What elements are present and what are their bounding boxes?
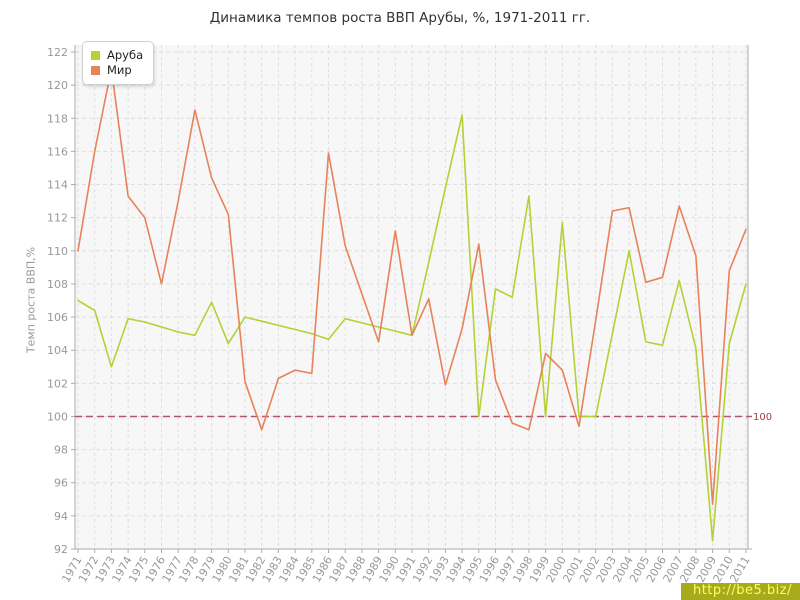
y-tick-label: 112	[47, 212, 68, 225]
legend-label-aruba: Аруба	[107, 48, 144, 62]
reference-line-label: 100	[753, 412, 772, 423]
legend-label-mir: Мир	[107, 63, 132, 77]
y-tick-label: 108	[47, 278, 68, 291]
y-tick-label: 92	[54, 543, 68, 556]
legend-item-mir: Мир	[91, 64, 143, 77]
mir-series-swatch	[91, 66, 100, 75]
y-tick-label: 120	[47, 79, 68, 92]
y-tick-label: 118	[47, 112, 68, 125]
series-line-mir	[77, 67, 747, 506]
y-tick-label: 104	[47, 344, 68, 357]
y-tick-label: 116	[47, 145, 68, 158]
y-tick-label: 96	[54, 477, 68, 490]
aruba-series-swatch	[91, 51, 100, 60]
y-tick-label: 110	[47, 245, 68, 258]
y-tick-label: 106	[47, 311, 68, 324]
y-tick-label: 102	[47, 377, 68, 390]
y-tick-label: 94	[54, 510, 68, 523]
y-tick-label: 100	[47, 410, 68, 423]
watermark-link[interactable]: http://be5.biz/	[680, 583, 800, 600]
legend: Аруба Мир	[82, 41, 155, 85]
y-tick-label: 98	[54, 444, 68, 457]
y-axis-title: Темп роста ВВП,%	[24, 246, 38, 354]
legend-item-aruba: Аруба	[91, 49, 143, 62]
y-tick-label: 122	[47, 46, 68, 59]
y-tick-label: 114	[47, 179, 68, 192]
chart-title: Динамика темпов роста ВВП Арубы, %, 1971…	[209, 10, 591, 26]
